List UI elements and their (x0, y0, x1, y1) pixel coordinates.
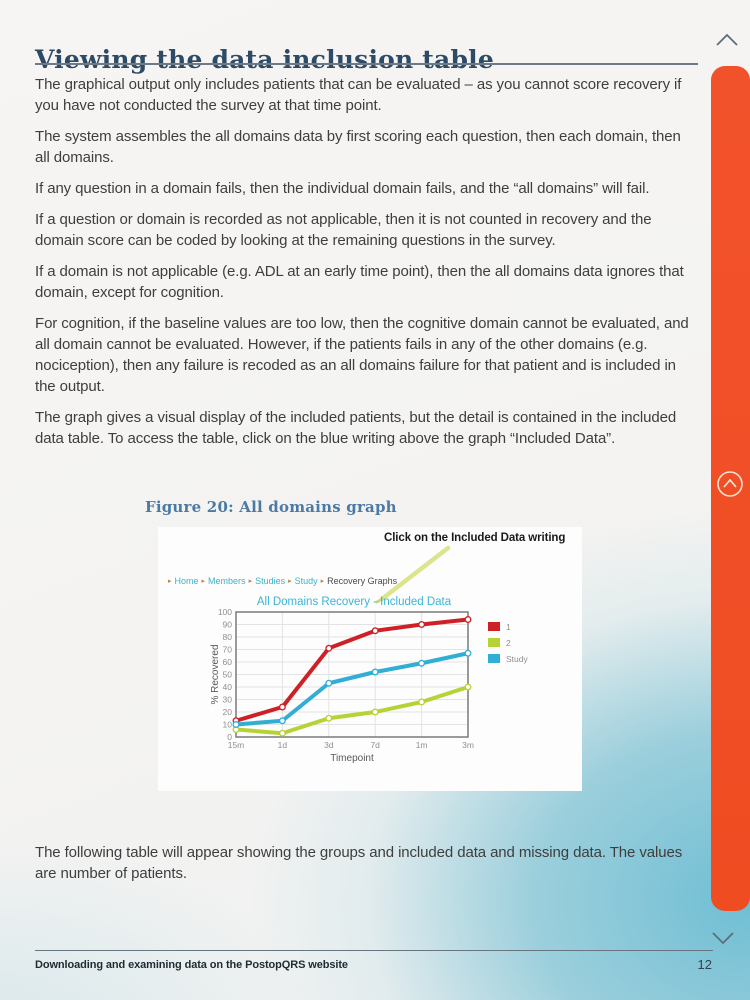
paragraph: The graph gives a visual display of the … (35, 409, 677, 447)
breadcrumb-separator-icon: ▸ (288, 578, 292, 585)
page-title: Viewing the data inclusion table (35, 44, 494, 74)
svg-text:3d: 3d (324, 740, 334, 750)
breadcrumb-link: Studies (255, 576, 286, 586)
paragraph: For cognition, if the baseline values ar… (35, 315, 689, 395)
chevron-up-icon[interactable] (714, 31, 740, 49)
svg-text:Study: Study (506, 654, 528, 664)
breadcrumb-separator-icon: ▸ (168, 578, 172, 585)
paragraph: The system assembles the all domains dat… (35, 128, 681, 166)
svg-text:Timepoint: Timepoint (330, 753, 374, 764)
footer-text: Downloading and examining data on the Po… (35, 959, 348, 971)
svg-text:1d: 1d (278, 740, 288, 750)
svg-text:% Recovered: % Recovered (210, 644, 221, 704)
svg-text:All Domains Recovery - Include: All Domains Recovery - Included Data (257, 596, 452, 608)
paragraph: The graphical output only includes patie… (35, 76, 682, 114)
breadcrumb-separator-icon: ▸ (248, 578, 253, 585)
page-number: 12 (697, 957, 712, 972)
breadcrumb-link: Home (174, 576, 199, 586)
svg-text:20: 20 (223, 707, 233, 717)
svg-text:1m: 1m (416, 740, 428, 750)
breadcrumb-link: Members (208, 576, 246, 586)
recovery-line-chart: 0 10 20 30 40 50 60 70 80 90 100 15m 1d 3d 7d 1m 3m Timep… (210, 596, 528, 764)
title-divider (35, 63, 698, 65)
scrollbar-thumb[interactable] (711, 66, 750, 911)
svg-text:50: 50 (223, 670, 233, 680)
closing-paragraph: The following table will appear showing … (35, 844, 683, 882)
breadcrumb: ▸ Home ▸ Members ▸ Studies ▸ Study ▸ Recovery Gra… (165, 576, 397, 586)
svg-text:70: 70 (223, 645, 233, 655)
svg-text:30: 30 (223, 695, 233, 705)
breadcrumb-current: Recovery Graphs (327, 576, 398, 586)
svg-text:60: 60 (223, 657, 233, 667)
svg-text:0: 0 (227, 732, 232, 742)
svg-text:90: 90 (223, 620, 233, 630)
paragraph: If a question or domain is recorded as n… (35, 211, 652, 249)
svg-text:1: 1 (506, 622, 511, 632)
svg-text:15m: 15m (228, 740, 245, 750)
footer-divider (35, 950, 713, 951)
chevron-down-icon[interactable] (710, 929, 736, 947)
paragraph: If any question in a domain fails, then … (35, 180, 650, 197)
svg-text:3m: 3m (462, 740, 474, 750)
svg-text:7d: 7d (370, 740, 380, 750)
figure-image: Click on the Included Data writing ▸ Home… (158, 527, 582, 791)
svg-text:10: 10 (223, 720, 233, 730)
breadcrumb-separator-icon: ▸ (320, 578, 325, 585)
body-paragraphs: The graphical output only includes patie… (35, 74, 697, 459)
breadcrumb-link: Study (294, 576, 318, 586)
back-to-top-button[interactable] (716, 470, 744, 498)
svg-text:2: 2 (506, 638, 511, 648)
figure-caption: Figure 20: All domains graph (145, 498, 397, 516)
annotation-text: Click on the Included Data writing (384, 532, 566, 544)
paragraph: If a domain is not applicable (e.g. ADL … (35, 263, 684, 301)
svg-text:40: 40 (223, 682, 233, 692)
svg-text:100: 100 (218, 607, 232, 617)
svg-text:80: 80 (223, 632, 233, 642)
breadcrumb-separator-icon: ▸ (201, 578, 206, 585)
